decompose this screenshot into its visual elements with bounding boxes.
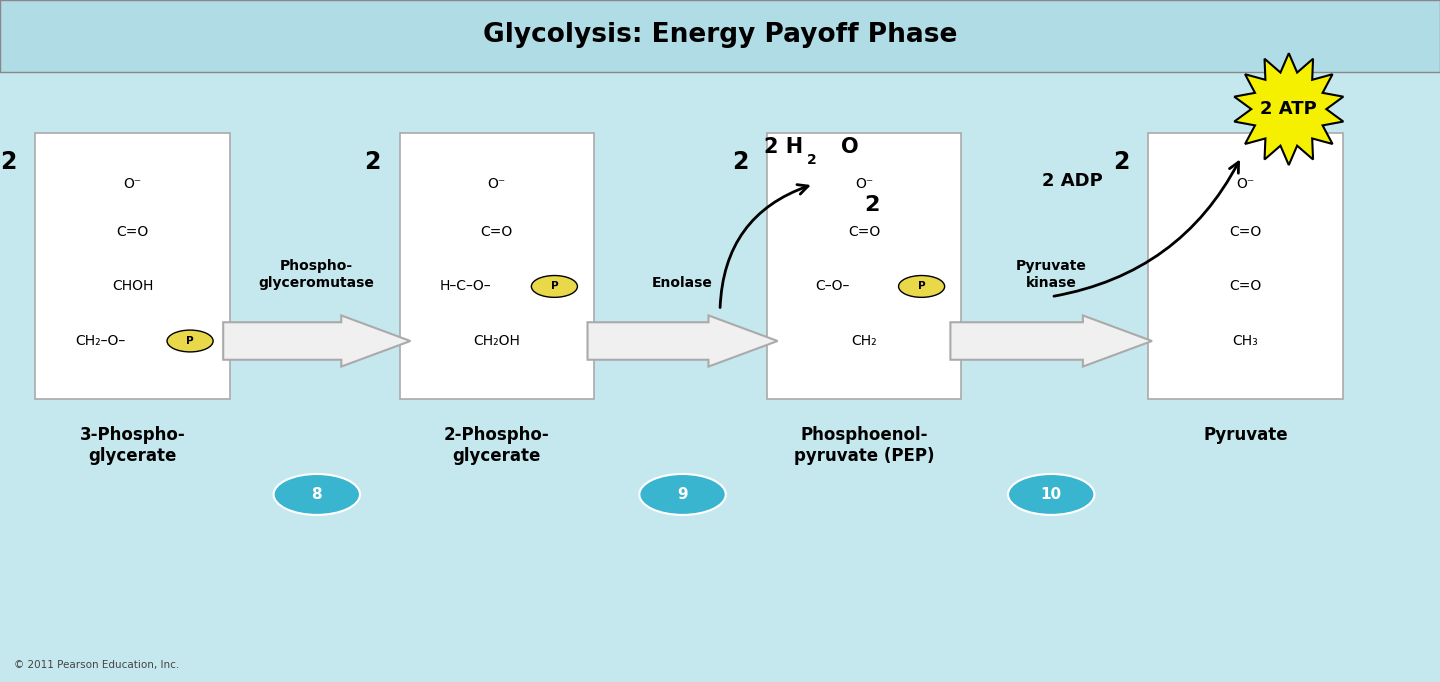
Text: 2: 2 — [732, 150, 749, 174]
Text: 3-Phospho-
glycerate: 3-Phospho- glycerate — [79, 426, 186, 465]
Text: 2: 2 — [364, 150, 380, 174]
Text: O⁻: O⁻ — [1237, 177, 1254, 191]
Text: P: P — [186, 336, 194, 346]
Text: Phospho-
glyceromutase: Phospho- glyceromutase — [259, 259, 374, 290]
Text: H–C–O–: H–C–O– — [439, 280, 491, 293]
Circle shape — [531, 276, 577, 297]
Text: © 2011 Pearson Education, Inc.: © 2011 Pearson Education, Inc. — [14, 659, 180, 670]
FancyBboxPatch shape — [766, 133, 962, 399]
Text: 2 H: 2 H — [765, 136, 804, 157]
Text: P: P — [917, 282, 926, 291]
Text: Enolase: Enolase — [652, 276, 713, 290]
Text: CH₂: CH₂ — [851, 334, 877, 348]
Circle shape — [639, 474, 726, 515]
Text: C=O: C=O — [481, 225, 513, 239]
Circle shape — [899, 276, 945, 297]
FancyBboxPatch shape — [399, 133, 595, 399]
Text: CH₃: CH₃ — [1233, 334, 1259, 348]
FancyBboxPatch shape — [1149, 133, 1342, 399]
Text: C=O: C=O — [1230, 280, 1261, 293]
FancyArrowPatch shape — [720, 185, 808, 308]
Text: O⁻: O⁻ — [124, 177, 141, 191]
Text: Phosphoenol-
pyruvate (PEP): Phosphoenol- pyruvate (PEP) — [793, 426, 935, 465]
FancyBboxPatch shape — [35, 133, 230, 399]
Text: 8: 8 — [311, 487, 323, 502]
FancyBboxPatch shape — [0, 0, 1440, 72]
Text: C=O: C=O — [117, 225, 148, 239]
Text: C–O–: C–O– — [815, 280, 850, 293]
Text: O: O — [841, 136, 858, 157]
Text: 2-Phospho-
glycerate: 2-Phospho- glycerate — [444, 426, 550, 465]
Text: 2: 2 — [0, 150, 17, 174]
Circle shape — [167, 330, 213, 352]
Polygon shape — [588, 315, 778, 367]
Text: CH₂–O–: CH₂–O– — [76, 334, 125, 348]
Text: CH₂OH: CH₂OH — [474, 334, 520, 348]
Text: 10: 10 — [1041, 487, 1061, 502]
Text: P: P — [550, 282, 559, 291]
Polygon shape — [950, 315, 1152, 367]
Text: Glycolysis: Energy Payoff Phase: Glycolysis: Energy Payoff Phase — [482, 23, 958, 48]
Circle shape — [1008, 474, 1094, 515]
Text: 2 ATP: 2 ATP — [1260, 100, 1318, 118]
Text: CHOH: CHOH — [112, 280, 153, 293]
Text: 2: 2 — [806, 153, 816, 168]
Polygon shape — [223, 315, 410, 367]
Text: O⁻: O⁻ — [855, 177, 873, 191]
Text: C=O: C=O — [848, 225, 880, 239]
Text: C=O: C=O — [1230, 225, 1261, 239]
FancyArrowPatch shape — [1054, 162, 1238, 296]
Text: 2: 2 — [1113, 150, 1130, 174]
Text: Pyruvate
kinase: Pyruvate kinase — [1015, 259, 1087, 290]
Text: 2: 2 — [864, 194, 880, 215]
Text: 9: 9 — [677, 487, 688, 502]
Text: O⁻: O⁻ — [488, 177, 505, 191]
Circle shape — [274, 474, 360, 515]
Text: 2 ADP: 2 ADP — [1043, 172, 1103, 190]
Polygon shape — [1234, 53, 1344, 165]
Text: Pyruvate: Pyruvate — [1204, 426, 1287, 444]
